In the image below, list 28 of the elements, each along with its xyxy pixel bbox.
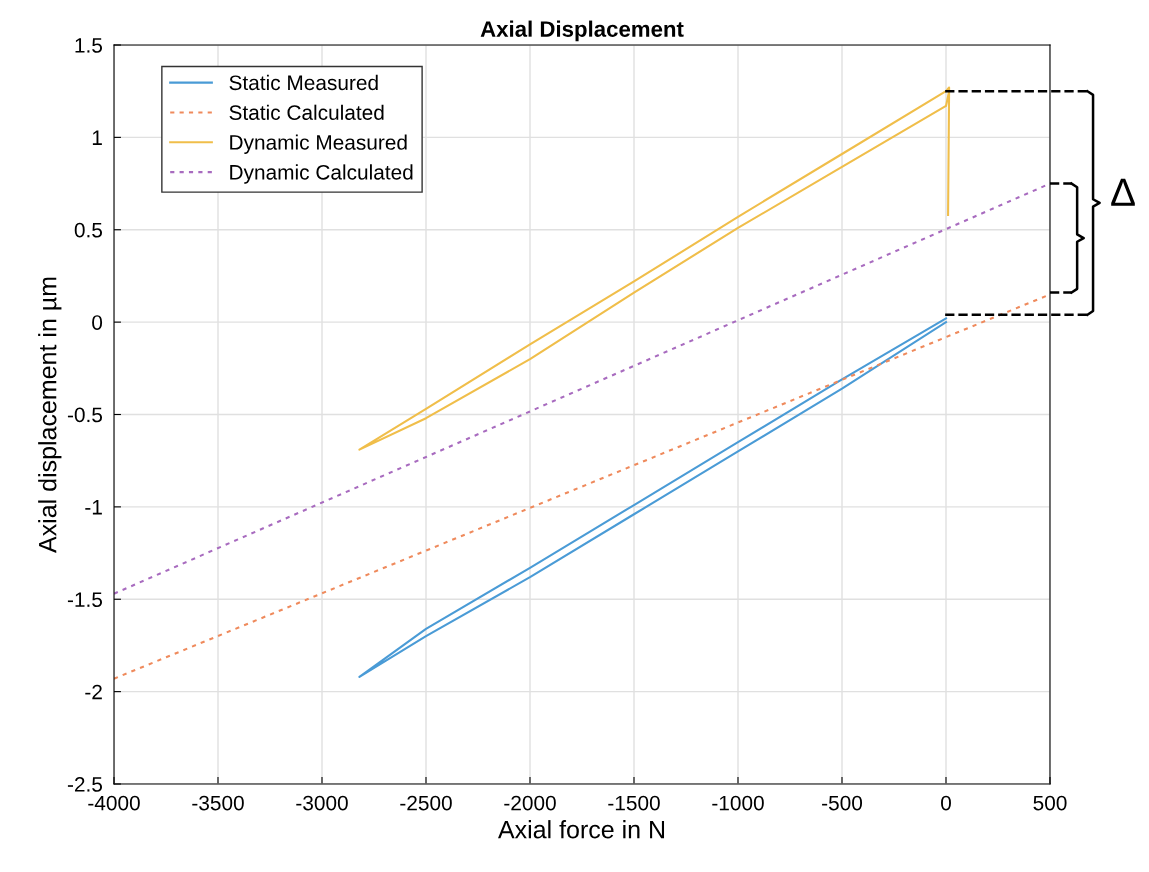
y-tick-label: -1.5 <box>67 592 103 607</box>
legend-label: Dynamic Measured <box>230 134 407 154</box>
x-tick-label: -500 <box>822 795 863 811</box>
x-axis-title: Axial force in N <box>498 820 665 839</box>
y-tick-label: -2 <box>85 684 102 700</box>
text: Δ <box>1111 178 1135 206</box>
x-tick-label: -1500 <box>608 795 660 811</box>
legend-label: Static Calculated <box>229 104 384 120</box>
x-tick-label: -3000 <box>296 795 348 811</box>
x-tick-label: -4000 <box>88 795 140 811</box>
chart-title: Axial Displacement <box>480 20 684 42</box>
y-tick-label: -0.5 <box>67 407 103 423</box>
x-tick-label: -3500 <box>192 795 244 811</box>
y-tick-label: 1.5 <box>75 38 103 53</box>
y-tick-label: -1 <box>85 500 102 515</box>
x-tick-label: 0 <box>941 795 951 811</box>
y-tick-label: 0 <box>92 315 103 330</box>
y-tick-label: 1 <box>92 130 102 145</box>
line-series <box>358 317 948 678</box>
legend-label: Dynamic Calculated <box>230 164 413 184</box>
y-axis-title: Axial displacement in µm <box>38 277 62 553</box>
x-tick-label: -2000 <box>504 795 556 811</box>
y-tick-label: 0.5 <box>74 222 103 238</box>
x-tick-label: -2500 <box>400 795 452 811</box>
x-tick-label: 500 <box>1033 795 1067 811</box>
legend-label: Static Measured <box>229 74 378 91</box>
x-tick-label: -1000 <box>712 795 764 811</box>
y-tick-label: -2.5 <box>67 777 103 792</box>
